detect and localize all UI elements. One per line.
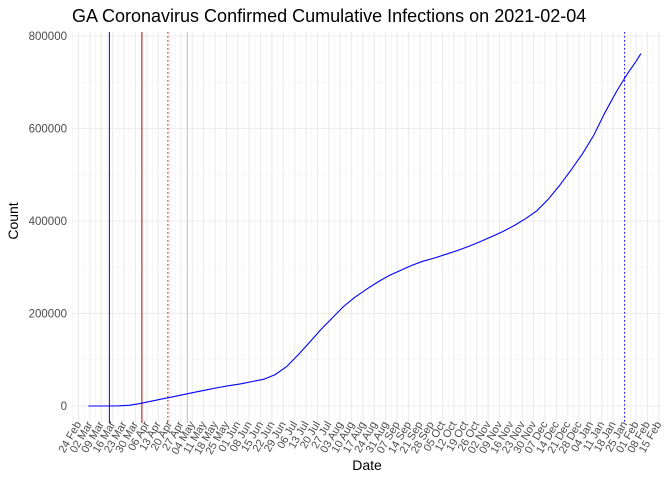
y-axis-label: Count: [5, 202, 21, 239]
y-tick-label: 0: [61, 401, 67, 413]
y-tick-label: 800000: [29, 31, 67, 43]
grid: [72, 32, 662, 423]
reference-lines: [108, 32, 626, 423]
x-axis-label: Date: [352, 457, 382, 473]
chart-title: GA Coronavirus Confirmed Cumulative Infe…: [72, 6, 587, 26]
y-axis-ticks: 0 200000 400000 600000 800000: [29, 31, 67, 413]
y-tick-label: 600000: [29, 124, 67, 136]
y-tick-label: 200000: [29, 309, 67, 321]
series-layer: [88, 53, 642, 407]
y-tick-label: 400000: [29, 216, 67, 228]
series-line: [88, 53, 642, 407]
